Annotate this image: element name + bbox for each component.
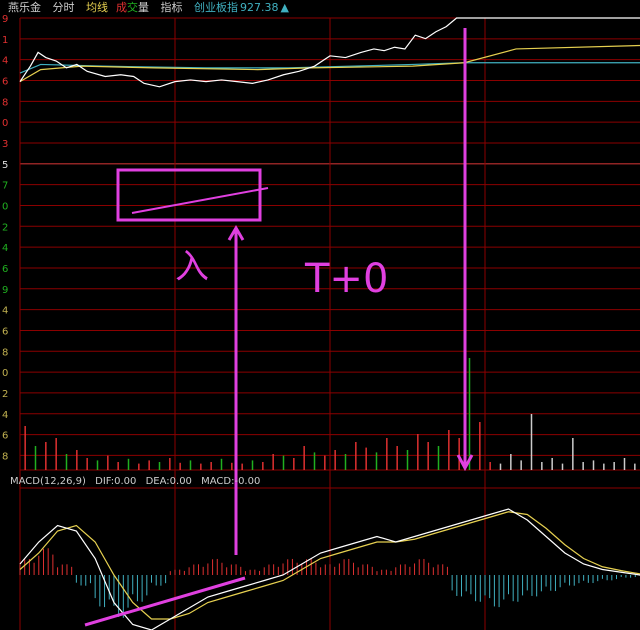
y-tick-label: 9 (2, 14, 8, 25)
annotation-arrowhead (456, 454, 474, 472)
y-tick-label: 4 (2, 410, 8, 421)
annotation-trendline (131, 187, 269, 214)
y-tick-label: 6 (2, 431, 8, 442)
avg-price-line (19, 44, 640, 83)
annotation-box (116, 168, 262, 222)
stock-name: 燕乐金 (8, 1, 41, 14)
y-tick-label: 9 (2, 285, 8, 296)
dea-line (19, 511, 640, 620)
annotation-buy: 入 (175, 247, 209, 287)
macd-name: MACD(12,26,9) (10, 476, 86, 487)
y-tick-label: 4 (2, 243, 8, 254)
y-tick-label: 2 (2, 389, 8, 400)
macd-legend: MACD(12,26,9) DIF:0.00 DEA:0.00 MACD:-0.… (10, 476, 266, 487)
y-tick-label: 8 (2, 97, 8, 108)
price-line (19, 17, 640, 88)
y-tick-label: 4 (2, 306, 8, 317)
annotation-arrowhead (227, 225, 245, 241)
index-arrow-icon: ▲ (280, 1, 289, 14)
volume-label-b: 交 (127, 1, 138, 14)
y-tick-label: 2 (2, 222, 8, 233)
macd-dif: DIF:0.00 (95, 476, 137, 487)
y-tick-label: 6 (2, 264, 8, 275)
tab-timeshare[interactable]: 分时 (52, 1, 75, 14)
y-tick-label: 0 (2, 368, 8, 379)
macd-value: MACD:-0.00 (201, 476, 261, 487)
volume-label-c: 量 (138, 1, 149, 14)
indicator-button[interactable]: 指标 (160, 1, 183, 14)
y-tick-label: 7 (2, 181, 8, 192)
avg-line-toggle[interactable]: 均线 (86, 1, 108, 14)
index-value: 927.38 (240, 1, 279, 14)
annotation-t0: T+0 (304, 256, 388, 302)
macd-dea: DEA:0.00 (145, 476, 192, 487)
y-tick-label: 8 (2, 347, 8, 358)
y-tick-label: 4 (2, 56, 8, 67)
y-tick-label: 0 (2, 118, 8, 129)
annotation-trendline (84, 576, 246, 627)
y-tick-label: 3 (2, 139, 8, 150)
y-tick-label: 6 (2, 326, 8, 337)
y-tick-label: 8 (2, 451, 8, 462)
y-tick-label: 6 (2, 76, 8, 87)
index-name[interactable]: 创业板指 (194, 1, 238, 14)
y-tick-label: 1 (2, 35, 8, 46)
volume-label-a: 成 (116, 1, 127, 14)
y-tick-label: 5 (2, 160, 8, 171)
chart-header: 燕乐金 分时 均线 成交量 指标 创业板指 927.38 ▲ (0, 0, 640, 16)
y-tick-label: 0 (2, 201, 8, 212)
